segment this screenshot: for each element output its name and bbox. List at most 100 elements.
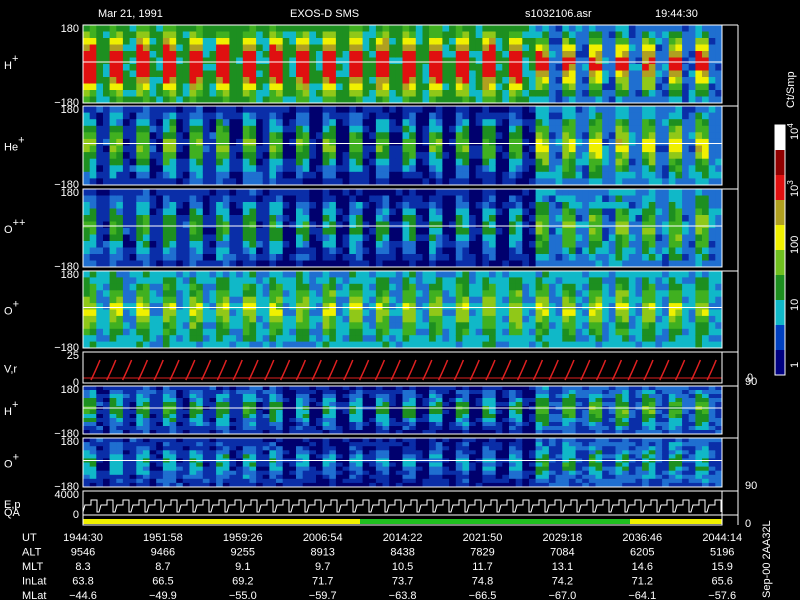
spectrogram-cell — [688, 96, 696, 104]
spectrogram-cell — [349, 70, 357, 78]
spectrogram-cell — [142, 328, 150, 336]
spectrogram-cell — [502, 277, 510, 285]
spectrogram-cell — [335, 221, 343, 229]
spectrogram-cell — [715, 189, 723, 196]
spectrogram-cell — [389, 96, 397, 104]
spectrogram-cell — [249, 152, 257, 160]
spectrogram-cell — [369, 90, 377, 97]
spectrogram-cell — [96, 25, 104, 32]
spectrogram-cell — [196, 228, 204, 235]
spectrogram-cell — [96, 271, 104, 278]
spectrogram-cell — [103, 303, 111, 310]
spectrogram-cell — [349, 171, 357, 179]
spectrogram-cell — [269, 57, 277, 65]
spectrogram-cell — [202, 394, 210, 399]
spectrogram-cell — [222, 64, 230, 71]
spectrogram-cell — [675, 171, 683, 179]
spectrogram-cell — [276, 90, 284, 97]
spectrogram-cell — [116, 271, 124, 278]
spectrogram-cell — [628, 125, 636, 133]
spectrogram-cell — [236, 202, 244, 209]
spectrogram-cell — [429, 208, 437, 216]
spectrogram-cell — [342, 165, 350, 173]
spectrogram-cell — [89, 83, 97, 91]
spectrogram-cell — [302, 341, 310, 349]
spectrogram-cell — [462, 315, 470, 323]
spectrogram-cell — [103, 202, 111, 209]
spectrogram-cell — [342, 44, 350, 52]
spectrogram-cell — [116, 290, 124, 298]
spectrogram-cell — [482, 145, 490, 153]
spectrogram-cell — [682, 277, 690, 285]
spectrogram-cell — [296, 303, 304, 310]
spectrogram-cell — [335, 202, 343, 209]
spectrogram-cell — [109, 77, 117, 84]
spectrogram-cell — [116, 38, 124, 45]
spectrogram-cell — [608, 70, 616, 78]
spectrogram-cell — [635, 283, 643, 291]
spectrogram-cell — [462, 171, 470, 179]
spectrogram-cell — [96, 77, 104, 84]
spectrogram-cell — [409, 119, 417, 127]
spectrogram-cell — [475, 309, 483, 317]
spectrogram-cell — [522, 290, 530, 298]
spectrogram-cell — [196, 165, 204, 173]
spectrogram-cell — [509, 303, 517, 310]
spectrogram-cell — [568, 202, 576, 209]
spectrogram-cell — [129, 426, 137, 431]
spectrogram-cell — [715, 178, 723, 186]
spectrogram-cell — [435, 125, 443, 133]
spectrogram-cell — [462, 247, 470, 255]
spectrogram-cell — [715, 271, 723, 278]
spectrogram-cell — [89, 38, 97, 45]
spectrogram-cell — [222, 426, 230, 431]
spectrogram-cell — [256, 241, 264, 248]
spectrogram-cell — [109, 221, 117, 229]
spectrogram-cell — [642, 328, 650, 336]
spectrogram-cell — [648, 328, 656, 336]
spectrogram-cell — [462, 90, 470, 97]
spectrogram-cell — [482, 260, 490, 268]
spectrogram-cell — [296, 202, 304, 209]
spectrogram-cell — [83, 398, 91, 403]
spectrogram-cell — [162, 125, 170, 133]
spectrogram-cell — [622, 296, 630, 304]
spectrogram-cell — [668, 64, 676, 71]
spectrogram-cell — [535, 25, 543, 32]
spectrogram-cell — [455, 247, 463, 255]
spectrogram-cell — [309, 195, 317, 203]
spectrogram-cell — [469, 152, 477, 160]
spectrogram-cell — [162, 215, 170, 222]
spectrogram-cell — [202, 90, 210, 97]
spectrogram-cell — [169, 152, 177, 160]
spectrogram-cell — [355, 96, 363, 104]
spectrogram-cell — [615, 341, 623, 349]
spectrogram-cell — [256, 178, 264, 186]
spectrogram-cell — [355, 38, 363, 45]
spectrogram-cell — [89, 25, 97, 32]
spectrogram-cell — [469, 132, 477, 140]
spectrogram-cell — [642, 64, 650, 71]
spectrogram-cell — [668, 283, 676, 291]
spectrogram-cell — [502, 57, 510, 65]
spectrogram-cell — [196, 303, 204, 310]
spectrogram-cell — [136, 165, 144, 173]
spectrogram-cell — [83, 152, 91, 160]
spectrogram-cell — [535, 303, 543, 310]
spectrogram-cell — [435, 51, 443, 58]
spectrogram-cell — [529, 208, 537, 216]
spectrogram-cell — [389, 228, 397, 235]
spectrogram-cell — [682, 158, 690, 166]
spectrogram-cell — [309, 290, 317, 298]
spectrogram-cell — [256, 418, 264, 423]
spectrogram-cell — [455, 132, 463, 140]
spectrogram-cell — [462, 221, 470, 229]
spectrogram-cell — [276, 277, 284, 285]
spectrogram-cell — [395, 31, 403, 39]
spectrogram-cell — [355, 335, 363, 342]
spectrogram-cell — [362, 83, 370, 91]
spectrogram-cell — [103, 241, 111, 248]
spectrogram-cell — [682, 106, 690, 113]
spectrogram-cell — [229, 189, 237, 196]
spectrogram-cell — [675, 241, 683, 248]
